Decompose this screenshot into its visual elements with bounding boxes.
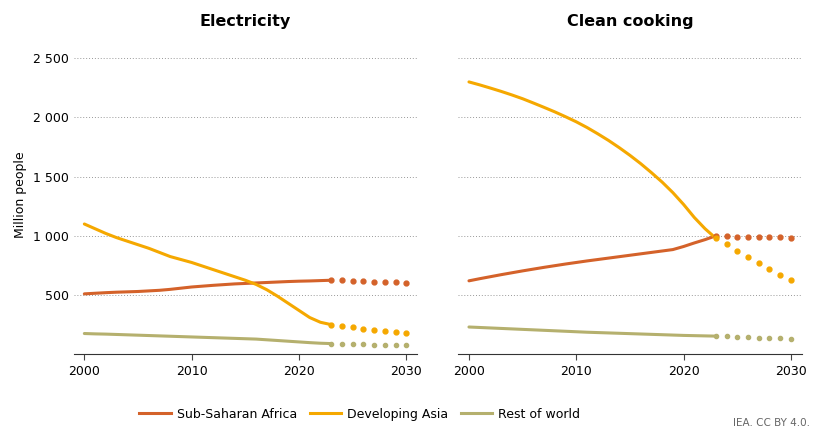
Text: IEA. CC BY 4.0.: IEA. CC BY 4.0. <box>733 418 810 428</box>
Title: Electricity: Electricity <box>200 14 291 29</box>
Legend: Sub-Saharan Africa, Developing Asia, Rest of world: Sub-Saharan Africa, Developing Asia, Res… <box>134 403 586 426</box>
Y-axis label: Million people: Million people <box>15 151 27 238</box>
Title: Clean cooking: Clean cooking <box>567 14 693 29</box>
